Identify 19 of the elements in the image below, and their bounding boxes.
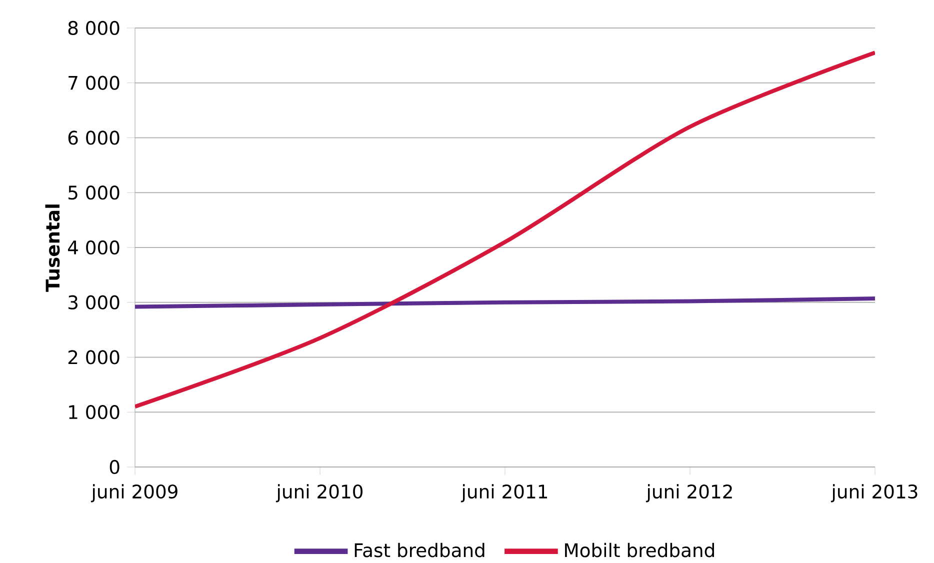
y-tick-label: 7 000 [68,76,120,90]
y-tick-label: 8 000 [68,20,120,36]
y-tick-label: 5 000 [68,186,120,200]
line-series [135,296,875,309]
x-tick-label: juni 2011 [460,484,548,502]
line-series [135,50,875,409]
y-tick-label: 6 000 [68,130,120,145]
y-tick-label: 1 000 [69,405,120,420]
y-axis-title: Tusental [45,204,60,292]
y-tick-label: 0 [110,460,120,474]
x-tick-label: juni 2013 [830,484,918,502]
x-tick-label: juni 2009 [90,484,178,502]
x-tick-label: juni 2012 [646,484,732,502]
y-tick-label: 4 000 [68,240,120,255]
y-tick-label: 3 000 [68,295,120,310]
y-tick-label: 2 000 [68,350,120,364]
legend-label: Mobilt bredband [565,542,714,558]
x-tick-label: juni 2010 [276,484,362,502]
legend-label: Fast bredband [354,542,484,558]
